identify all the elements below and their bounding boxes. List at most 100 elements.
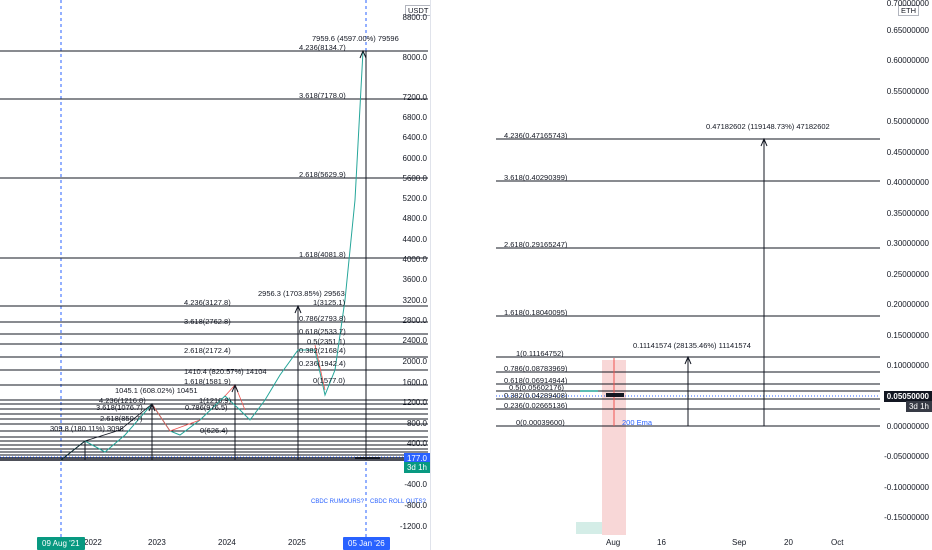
current-price-badge: 0.05050000 xyxy=(883,391,932,402)
fib-label: 3.618(0.40290399) xyxy=(504,173,568,182)
y-tick-label: 0.20000000 xyxy=(886,300,929,309)
y-tick-label: 2400.0 xyxy=(402,336,427,345)
fib-label: 0.236(0.02665136) xyxy=(504,401,568,410)
target-arrow xyxy=(760,137,768,147)
y-tick-label: 7200.0 xyxy=(402,93,427,102)
fib-label: 0.236(1942.4) xyxy=(299,359,346,368)
micro-measure-label: 309.8 (180.11%) 3098 xyxy=(50,424,124,433)
y-tick-label: 0.40000000 xyxy=(886,178,929,187)
tiny-measure-label: 1045.1 (608.02%) 10451 xyxy=(115,386,198,395)
y-tick-label: 0.30000000 xyxy=(886,239,929,248)
fib-label: 0.618(2533.7) xyxy=(299,327,346,336)
fib-label: 3.618(1076.7) xyxy=(96,403,143,412)
mid-measure-label: 2956.3 (1703.85%) 29563 xyxy=(258,289,345,298)
y-tick-label: -0.05000000 xyxy=(884,452,929,461)
fib-label: 1.618(0.18040095) xyxy=(504,308,568,317)
y-tick-label: 8000.0 xyxy=(402,53,427,62)
y-tick-label: -400.0 xyxy=(404,480,427,489)
target-arrow xyxy=(359,49,367,59)
projection-path xyxy=(60,50,364,461)
x-tick-label: Sep xyxy=(732,538,747,547)
y-tick-label: 0.55000000 xyxy=(886,87,929,96)
fib-label: 3.618(7178.0) xyxy=(299,91,346,100)
fib-label: 0.382(0.04289408) xyxy=(504,391,568,400)
x-tick-label: 2025 xyxy=(288,538,306,547)
y-tick-label: 1200.0 xyxy=(402,398,427,407)
end-date-badge: 05 Jan '26 xyxy=(343,537,390,550)
y-tick-label: 4400.0 xyxy=(402,235,427,244)
tiny-arrow xyxy=(148,402,156,412)
right-chart-canvas[interactable] xyxy=(434,0,932,550)
left-chart-pane[interactable]: 7959.6 (4597.00%) 79596 4.236(8134.7) 3.… xyxy=(0,0,430,550)
y-tick-label: 800.0 xyxy=(406,419,427,428)
x-tick-label: 20 xyxy=(784,538,793,547)
small-measure-label: 1410.4 (820.57%) 14104 xyxy=(184,367,267,376)
fib-label: 4.236(1216.8) xyxy=(99,396,146,405)
y-tick-label: 0.15000000 xyxy=(886,331,929,340)
mid-measure-label: 0.11141574 (28135.46%) 11141574 xyxy=(633,341,751,350)
y-tick-label: 3200.0 xyxy=(402,296,427,305)
candle-body xyxy=(606,393,624,397)
fib-label: 0.5(2351.1) xyxy=(307,337,346,346)
fib-label: 1.618(4081.8) xyxy=(299,250,346,259)
y-tick-label: 4000.0 xyxy=(402,255,427,264)
currency-unit-label[interactable]: ETH xyxy=(898,5,919,16)
currency-unit-label[interactable]: USDT xyxy=(405,5,430,16)
y-tick-label: 0.35000000 xyxy=(886,209,929,218)
y-tick-label: 0.60000000 xyxy=(886,56,929,65)
y-tick-label: 6400.0 xyxy=(402,133,427,142)
fib-label: 4.236(8134.7) xyxy=(299,43,346,52)
fib-label: 1.618(1581.9) xyxy=(184,377,231,386)
fib-label: 0.786(2793.8) xyxy=(299,314,346,323)
fib-label: 0(626.4) xyxy=(200,426,228,435)
fib-label: 1(0.11164752) xyxy=(516,349,564,358)
y-tick-label: 0.25000000 xyxy=(886,270,929,279)
y-tick-label: 0.70000000 xyxy=(886,0,929,8)
y-tick-label: 0.65000000 xyxy=(886,26,929,35)
y-tick-label: 2800.0 xyxy=(402,316,427,325)
mid-arrow xyxy=(294,304,302,314)
x-tick-label: 2023 xyxy=(148,538,166,547)
y-tick-label: -1200.0 xyxy=(399,522,427,531)
start-date-badge: 09 Aug '21 xyxy=(37,537,85,550)
fib-label: 2.618(5629.9) xyxy=(299,170,346,179)
interval-badge: 3d 1h xyxy=(905,401,932,412)
annotation-note: CBDC RUMOURS? xyxy=(311,499,365,505)
y-tick-label: 5600.0 xyxy=(402,174,427,183)
fib-label: 0.382(2168.4) xyxy=(299,346,346,355)
x-tick-label: 2022 xyxy=(84,538,102,547)
y-tick-label: -0.10000000 xyxy=(884,483,929,492)
left-chart-canvas[interactable] xyxy=(0,0,430,550)
x-tick-label: 2024 xyxy=(218,538,236,547)
ema-label: 200 Ema xyxy=(622,418,653,427)
y-tick-label: 5200.0 xyxy=(402,194,427,203)
fib-label: 1(3125.1) xyxy=(313,298,346,307)
x-tick-label: 16 xyxy=(657,538,666,547)
mid-arrow xyxy=(684,355,692,365)
fib-label: 0.786(976.5) xyxy=(185,403,228,412)
target-measure-label: 7959.6 (4597.00%) 79596 xyxy=(312,34,399,43)
pane-divider[interactable] xyxy=(430,0,435,550)
volume-bar-green xyxy=(576,522,602,534)
y-tick-label: 400.0 xyxy=(406,439,427,448)
right-chart-pane[interactable]: 0.47182602 (119148.73%) 47182602 4.236(0… xyxy=(434,0,932,550)
fib-label: 0.786(0.08783969) xyxy=(504,364,568,373)
y-tick-label: -0.15000000 xyxy=(884,513,929,522)
fib-label: 0(0.00039600) xyxy=(516,418,565,427)
y-tick-label: -800.0 xyxy=(404,501,427,510)
y-tick-label: 8800.0 xyxy=(402,13,427,22)
x-tick-label: Aug xyxy=(606,538,621,547)
small-arrow xyxy=(231,383,239,393)
fib-label: 0(1577.0) xyxy=(313,376,346,385)
y-tick-label: 0.50000000 xyxy=(886,117,929,126)
y-tick-label: 6000.0 xyxy=(402,154,427,163)
fib-label: 4.236(0.47165743) xyxy=(504,131,568,140)
target-measure-label: 0.47182602 (119148.73%) 47182602 xyxy=(706,122,830,131)
fib-label: 1(1216.9) xyxy=(199,396,232,405)
fib-label: 3.618(2762.8) xyxy=(184,317,231,326)
current-price-badge: 177.0 xyxy=(403,453,430,464)
y-tick-label: 0.00000000 xyxy=(886,422,929,431)
y-tick-label: 3600.0 xyxy=(402,275,427,284)
swing-path-red xyxy=(314,344,326,391)
fib-label: 0.618(0.06914944) xyxy=(504,376,568,385)
